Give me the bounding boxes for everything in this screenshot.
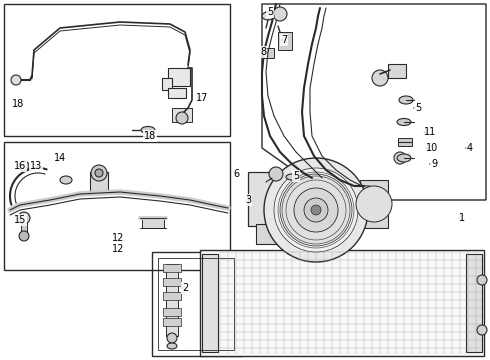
Bar	[262, 48, 274, 58]
Bar	[168, 68, 190, 86]
Circle shape	[264, 158, 368, 262]
Ellipse shape	[167, 343, 177, 349]
Circle shape	[477, 275, 487, 285]
Bar	[202, 254, 218, 352]
Circle shape	[269, 167, 283, 181]
Circle shape	[19, 231, 29, 241]
Bar	[163, 292, 181, 300]
Text: 18: 18	[12, 99, 24, 109]
Ellipse shape	[262, 12, 274, 20]
Bar	[360, 180, 388, 228]
Text: 7: 7	[281, 35, 287, 45]
Circle shape	[167, 333, 177, 343]
Text: 4: 4	[467, 143, 473, 153]
Bar	[142, 218, 164, 228]
Ellipse shape	[286, 174, 298, 180]
Bar	[152, 252, 242, 356]
Bar	[163, 318, 181, 326]
Bar	[256, 224, 308, 244]
Circle shape	[394, 152, 406, 164]
Bar	[248, 172, 314, 226]
Text: 2: 2	[182, 283, 188, 293]
Bar	[278, 32, 292, 50]
Ellipse shape	[397, 154, 411, 162]
Circle shape	[477, 325, 487, 335]
Circle shape	[11, 75, 21, 85]
Text: 11: 11	[424, 127, 436, 137]
Bar	[466, 254, 482, 352]
Bar	[168, 88, 186, 98]
Text: 8: 8	[260, 47, 266, 57]
Text: 16: 16	[14, 161, 26, 171]
Bar	[4, 4, 230, 136]
Bar	[172, 108, 192, 122]
Ellipse shape	[399, 96, 413, 104]
Text: 1: 1	[459, 213, 465, 223]
Text: 14: 14	[54, 153, 66, 163]
Bar	[398, 138, 412, 146]
Text: 3: 3	[245, 195, 251, 205]
Bar	[162, 78, 172, 90]
Circle shape	[91, 165, 107, 181]
Circle shape	[18, 212, 30, 224]
Text: 12: 12	[112, 244, 124, 254]
Text: 10: 10	[426, 143, 438, 153]
Bar	[200, 250, 484, 356]
Circle shape	[356, 186, 392, 222]
Ellipse shape	[397, 118, 411, 126]
Text: 17: 17	[196, 93, 208, 103]
Text: 5: 5	[293, 171, 299, 181]
Bar	[163, 308, 181, 316]
Circle shape	[372, 70, 388, 86]
Circle shape	[176, 112, 188, 124]
Circle shape	[294, 188, 338, 232]
Text: 5: 5	[415, 103, 421, 113]
Ellipse shape	[141, 126, 155, 134]
Circle shape	[95, 169, 103, 177]
Bar	[21, 222, 27, 236]
Bar	[90, 172, 108, 192]
Text: 5: 5	[267, 7, 273, 17]
Circle shape	[273, 7, 287, 21]
Circle shape	[311, 205, 321, 215]
Text: 6: 6	[233, 169, 239, 179]
Bar	[163, 278, 181, 286]
Text: 13: 13	[30, 161, 42, 171]
Circle shape	[304, 198, 328, 222]
Bar	[163, 264, 181, 272]
Circle shape	[280, 174, 352, 246]
Text: 12: 12	[112, 233, 124, 243]
Circle shape	[19, 161, 29, 171]
Bar	[158, 258, 234, 350]
Text: 15: 15	[14, 215, 26, 225]
Bar	[4, 142, 230, 270]
Bar	[388, 64, 406, 78]
Text: 9: 9	[431, 159, 437, 169]
Circle shape	[274, 168, 358, 252]
Ellipse shape	[60, 176, 72, 184]
Bar	[166, 264, 178, 336]
Text: 18: 18	[144, 131, 156, 141]
